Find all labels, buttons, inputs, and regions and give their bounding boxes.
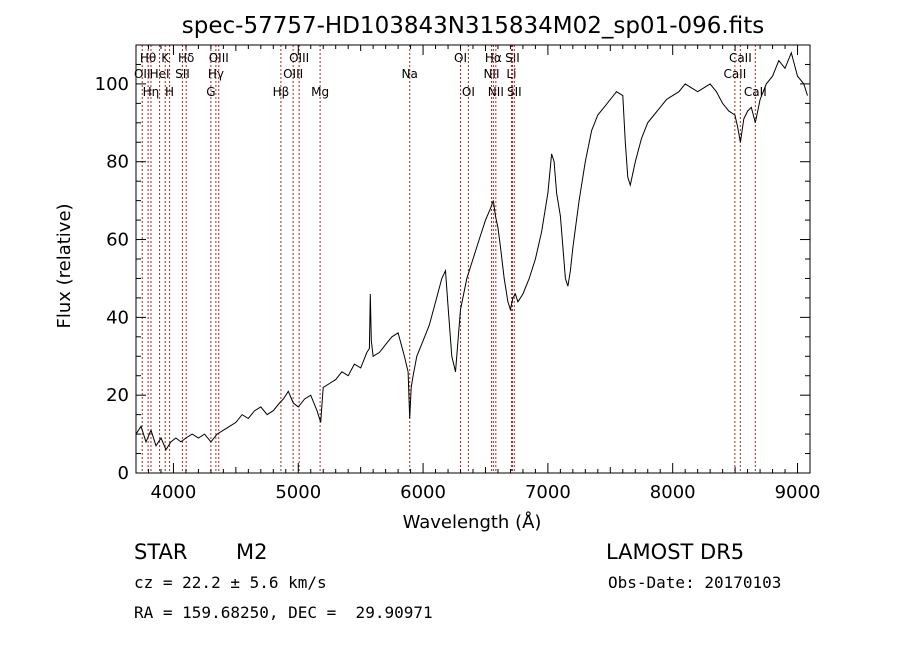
x-tick-label: 6000: [400, 482, 446, 503]
line-marker-label: CaII: [729, 51, 752, 65]
line-marker-label: OIII: [289, 51, 309, 65]
line-marker-label: Mg: [311, 85, 329, 99]
line-marker-label: CaII: [744, 85, 767, 99]
survey-name: LAMOST DR5: [606, 540, 745, 564]
y-tick-label: 80: [106, 152, 129, 173]
line-marker-label: Hθ: [140, 51, 156, 65]
line-marker-label: H: [165, 85, 174, 99]
object-subclass: M2: [236, 540, 268, 564]
y-axis: 0 20 40 60 80 100: [95, 44, 810, 484]
line-marker-label: HeI: [150, 67, 170, 81]
line-marker-label: SII: [507, 85, 522, 99]
x-axis-label: Wavelength (Å): [403, 511, 542, 533]
line-marker-label: NII: [488, 85, 504, 99]
chart-title: spec-57757-HD103843N315834M02_sp01-096.f…: [182, 13, 764, 39]
y-tick-label: 100: [95, 74, 129, 95]
y-tick-label: 60: [106, 230, 129, 251]
x-tick-label: 9000: [775, 482, 821, 503]
y-tick-label: 0: [118, 463, 129, 484]
x-tick-label: 7000: [525, 482, 571, 503]
line-marker-label: Hα: [485, 51, 502, 65]
line-marker-label: OI: [454, 51, 467, 65]
redshift-text: cz = 22.2 ± 5.6 km/s: [134, 573, 327, 592]
x-tick-label: 4000: [151, 482, 197, 503]
line-marker-label: SII: [175, 67, 190, 81]
x-tick-label: 5000: [275, 482, 321, 503]
y-axis-label: Flux (relative): [54, 203, 75, 328]
line-marker-label: OII: [134, 67, 151, 81]
line-marker-label: Na: [402, 67, 418, 81]
line-marker-label: OIII: [283, 67, 303, 81]
line-marker-label: CaII: [723, 67, 746, 81]
line-marker-label: SII: [505, 51, 520, 65]
line-marker-label: Hη: [143, 85, 160, 99]
line-marker-label: K: [161, 51, 170, 65]
line-marker-label: Hγ: [208, 67, 224, 81]
x-axis: 4000 5000 6000 7000 8000 9000: [135, 45, 821, 503]
y-tick-label: 20: [106, 385, 129, 406]
line-marker-label: Li: [506, 67, 516, 81]
spectrum-line: [135, 51, 808, 451]
line-marker-label: G: [206, 85, 215, 99]
line-marker-label: Hδ: [178, 51, 194, 65]
line-marker-label: NII: [483, 67, 499, 81]
line-marker-label: OIII: [209, 51, 229, 65]
y-tick-label: 40: [106, 307, 129, 328]
line-marker-label: OI: [462, 85, 475, 99]
coordinates: RA = 159.68250, DEC = 29.90971: [134, 603, 433, 622]
emission-line-markers: OIIHθHηHeIKHSIIHδGHγOIIIHβOIIIOIIIMgNaOI…: [134, 45, 767, 473]
x-tick-label: 8000: [650, 482, 696, 503]
obs-date: Obs-Date: 20170103: [608, 573, 782, 592]
object-class: STAR: [134, 540, 188, 564]
line-marker-label: Hβ: [273, 85, 290, 99]
